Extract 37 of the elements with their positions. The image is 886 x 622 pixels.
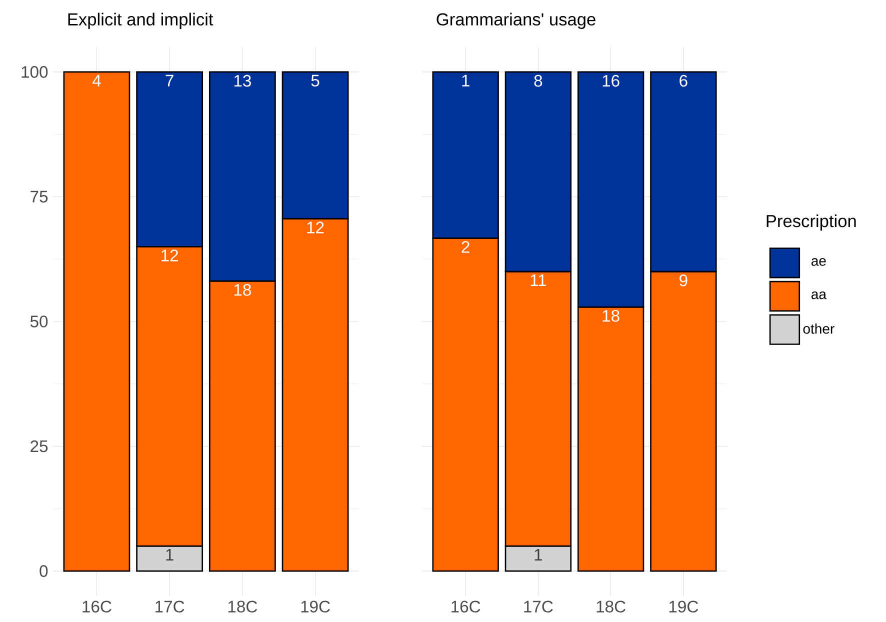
annotation: 7 xyxy=(166,74,174,86)
annotation: 6 xyxy=(680,74,688,87)
x-tick-label: 18C xyxy=(596,600,626,613)
y-tick-label: 25 xyxy=(30,440,48,452)
annotation: 5 xyxy=(311,74,320,87)
x-tick-label: 19C xyxy=(669,600,698,613)
y-tick-label: 0 xyxy=(40,565,48,577)
annotation: 12 xyxy=(307,222,324,234)
annotation: 2 xyxy=(462,241,470,253)
x-tick-label: 19C xyxy=(301,600,330,613)
annotation: 16 xyxy=(602,74,620,87)
annotation: 13 xyxy=(234,74,251,87)
annotation: 18 xyxy=(602,310,620,322)
annotation: 11 xyxy=(530,274,546,286)
chart-title: Explicit and implicit xyxy=(68,12,214,29)
y-tick-label: 75 xyxy=(30,190,48,203)
legend-label: aa xyxy=(811,291,826,300)
annotation: 9 xyxy=(680,274,688,286)
annotation: 12 xyxy=(162,250,178,262)
annotation: 1 xyxy=(462,74,470,86)
chart-title: Grammarians' usage xyxy=(436,12,596,29)
x-tick-label: 18C xyxy=(228,600,258,613)
annotation: 1 xyxy=(534,549,542,560)
annotation: 8 xyxy=(534,74,542,87)
x-tick-label: 17C xyxy=(156,600,184,613)
legend-label: ae xyxy=(811,258,826,266)
annotation: 18 xyxy=(234,284,251,296)
x-tick-label: 17C xyxy=(524,600,553,613)
legend-title: Prescription xyxy=(766,214,856,231)
y-tick-label: 50 xyxy=(30,316,48,328)
legend-label: other xyxy=(803,324,834,334)
x-tick-label: 16C xyxy=(82,600,112,613)
y-tick-label: 100 xyxy=(22,66,48,78)
annotation: 1 xyxy=(166,549,174,560)
bar xyxy=(63,71,130,572)
annotation: 4 xyxy=(92,74,101,86)
x-tick-label: 16C xyxy=(452,600,480,613)
